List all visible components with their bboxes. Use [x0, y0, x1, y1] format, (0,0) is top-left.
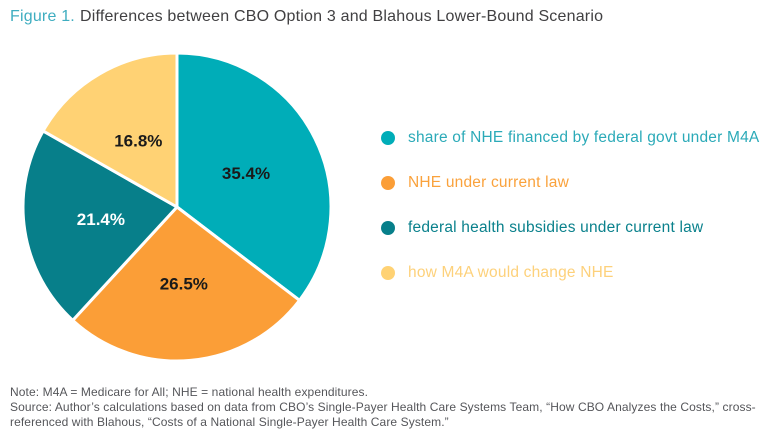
- figure-title: Differences between CBO Option 3 and Bla…: [79, 8, 604, 25]
- figure-footnotes: Note: M4A = Medicare for All; NHE = nati…: [10, 385, 756, 430]
- legend-dot-icon: [381, 220, 395, 235]
- legend-label: share of NHE financed by federal govt un…: [408, 129, 760, 146]
- figure-label: Figure 1.: [10, 8, 75, 25]
- legend-item: NHE under current law: [381, 173, 759, 192]
- pie-slice-label: 35.4%: [222, 164, 270, 183]
- legend-item: how M4A would change NHE: [381, 263, 759, 282]
- legend-label: NHE under current law: [408, 174, 569, 191]
- figure-header: Figure 1. Differences between CBO Option …: [10, 7, 603, 26]
- pie-slice: [71, 205, 301, 363]
- pie-slice-label: 16.8%: [114, 131, 162, 150]
- legend-label: how M4A would change NHE: [408, 264, 614, 281]
- pie-slice-label: 21.4%: [77, 210, 125, 229]
- legend-dot-icon: [381, 175, 395, 190]
- source-text-line-1: Source: Author’s calculations based on d…: [10, 400, 756, 414]
- source-text-line-2: referenced with Blahous, “Costs of a Nat…: [10, 415, 449, 429]
- legend-dot-icon: [381, 130, 395, 145]
- chart-legend: share of NHE financed by federal govt un…: [381, 128, 759, 282]
- pie-slice: [21, 129, 179, 322]
- pie-slice: [41, 51, 179, 209]
- pie-chart: 35.4% 26.5% 21.4% 16.8%: [21, 51, 333, 363]
- legend-label: federal health subsidies under current l…: [408, 219, 704, 236]
- note-text: Note: M4A = Medicare for All; NHE = nati…: [10, 385, 369, 399]
- pie-slice: [175, 51, 333, 302]
- legend-item: federal health subsidies under current l…: [381, 218, 759, 237]
- pie-slice-label: 26.5%: [160, 275, 208, 294]
- legend-item: share of NHE financed by federal govt un…: [381, 128, 759, 147]
- legend-dot-icon: [381, 265, 395, 280]
